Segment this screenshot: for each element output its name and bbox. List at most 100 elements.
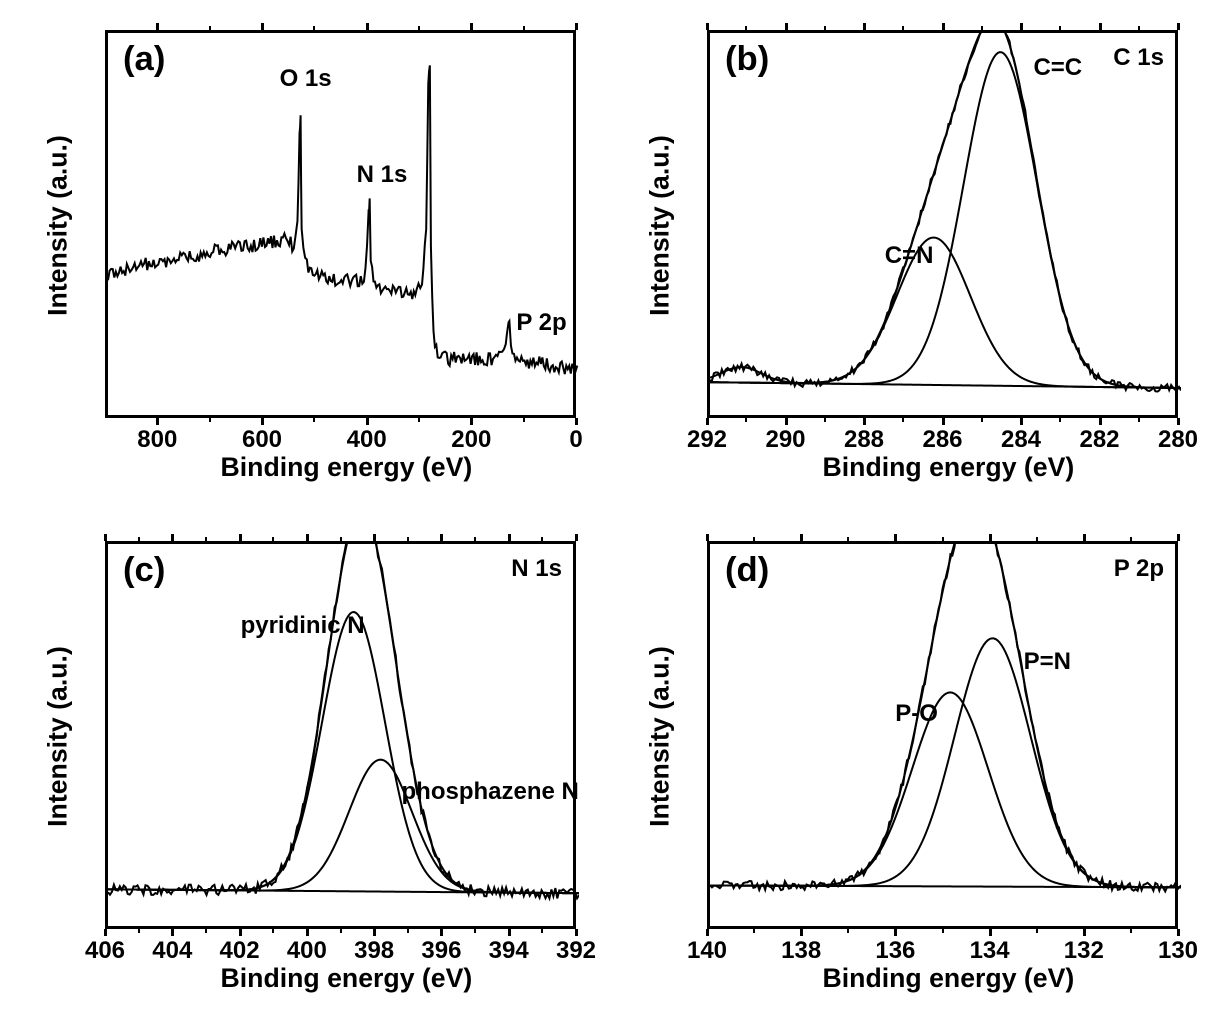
raw-spectrum	[710, 544, 1181, 891]
xtick-label: 130	[1154, 937, 1202, 965]
xtick-label: 290	[762, 426, 810, 454]
component-label-CC: C=C	[1033, 54, 1082, 82]
xlabel-d: Binding energy (eV)	[823, 963, 1063, 994]
xtick-top	[1083, 534, 1086, 541]
xtick-minor-top	[902, 26, 904, 30]
survey-spectrum	[108, 65, 577, 374]
ylabel-c: Intensity (a.u.)	[42, 626, 73, 846]
panel-d: Intensity (a.u.)Binding energy (eV)(d)P …	[622, 531, 1188, 999]
xtick-minor	[745, 418, 747, 422]
xtick-minor-top	[313, 26, 315, 30]
xtick-label: 406	[81, 937, 129, 965]
panel-letter-b: (b)	[725, 40, 769, 79]
plot-svg-a	[108, 33, 579, 421]
figure-grid: Intensity (a.u.) Binding energy (eV) (a) 80…	[20, 20, 1188, 999]
xtick-top	[1020, 23, 1023, 30]
xtick-minor	[942, 929, 944, 933]
xtick-top	[706, 534, 709, 541]
xtick-top	[239, 534, 242, 541]
panel-letter-c: (c)	[123, 551, 165, 590]
xtick-label: 286	[919, 426, 967, 454]
xtick-top	[894, 534, 897, 541]
plot-svg-c	[108, 544, 579, 932]
panel-c: Intensity (a.u.)Binding energy (eV)(c)N …	[20, 531, 586, 999]
xtick-label: 200	[447, 426, 495, 454]
peak-label-N1s: N 1s	[357, 161, 408, 189]
xtick-label: 398	[350, 937, 398, 965]
envelope	[710, 544, 1181, 887]
component-1	[710, 692, 1181, 887]
component-label-PN: P=N	[1024, 648, 1071, 676]
xtick	[470, 418, 473, 425]
xtick-minor-top	[205, 537, 207, 541]
panel-a: Intensity (a.u.) Binding energy (eV) (a) 80…	[20, 20, 586, 488]
xtick	[706, 418, 709, 425]
xtick-minor-top	[981, 26, 983, 30]
xtick	[863, 418, 866, 425]
plot-area-b	[707, 30, 1178, 418]
xtick	[706, 929, 709, 936]
xtick-minor-top	[745, 26, 747, 30]
xtick	[800, 929, 803, 936]
xtick	[366, 418, 369, 425]
raw-spectrum	[108, 544, 579, 898]
xtick-minor	[340, 929, 342, 933]
component-1	[710, 238, 1181, 388]
xtick-label: 134	[966, 937, 1014, 965]
xtick-label: 600	[238, 426, 286, 454]
xtick-label: 0	[552, 426, 600, 454]
xtick-label: 288	[840, 426, 888, 454]
xtick-minor	[313, 418, 315, 422]
xtick	[1083, 929, 1086, 936]
xtick-top	[1099, 23, 1102, 30]
xtick	[104, 929, 107, 936]
xtick-minor	[847, 929, 849, 933]
xtick-minor	[1130, 929, 1132, 933]
component-0	[710, 638, 1181, 887]
xtick-minor	[418, 418, 420, 422]
xtick-top	[156, 23, 159, 30]
xtick-label: 280	[1154, 426, 1202, 454]
xtick	[440, 929, 443, 936]
xtick-minor-top	[523, 26, 525, 30]
panel-letter-a: (a)	[123, 40, 165, 79]
ylabel-a: Intensity (a.u.)	[42, 116, 73, 336]
xtick	[1099, 418, 1102, 425]
ylabel-d: Intensity (a.u.)	[644, 626, 675, 846]
xtick-minor-top	[209, 26, 211, 30]
xtick-label: 140	[683, 937, 731, 965]
xtick	[261, 418, 264, 425]
xtick-top	[863, 23, 866, 30]
xtick-minor	[209, 418, 211, 422]
xlabel-b: Binding energy (eV)	[823, 452, 1063, 483]
xtick-label: 282	[1076, 426, 1124, 454]
xtick	[156, 418, 159, 425]
raw-spectrum	[710, 33, 1181, 392]
envelope	[108, 544, 579, 893]
plot-svg-b	[710, 33, 1181, 421]
peak-label-C1s: C 1s	[422, 0, 473, 1]
peak-label-P2p: P 2p	[516, 309, 566, 337]
envelope	[710, 33, 1181, 388]
xtick-minor-top	[340, 537, 342, 541]
xtick-minor	[523, 418, 525, 422]
peak-label-O1s: O 1s	[280, 65, 332, 93]
xtick-minor-top	[474, 537, 476, 541]
xlabel-a: Binding energy (eV)	[221, 452, 461, 483]
xtick	[239, 929, 242, 936]
xtick-label: 400	[343, 426, 391, 454]
xtick-top	[575, 534, 578, 541]
xtick-minor	[272, 929, 274, 933]
xtick-label: 396	[417, 937, 465, 965]
xtick-minor	[981, 418, 983, 422]
xtick	[1177, 929, 1180, 936]
xtick-minor-top	[138, 537, 140, 541]
xtick-top	[306, 534, 309, 541]
xtick	[785, 418, 788, 425]
xtick-label: 800	[133, 426, 181, 454]
xtick-label: 132	[1060, 937, 1108, 965]
xtick-minor	[1036, 929, 1038, 933]
xtick-top	[366, 23, 369, 30]
xtick-minor	[205, 929, 207, 933]
xtick-minor-top	[753, 537, 755, 541]
